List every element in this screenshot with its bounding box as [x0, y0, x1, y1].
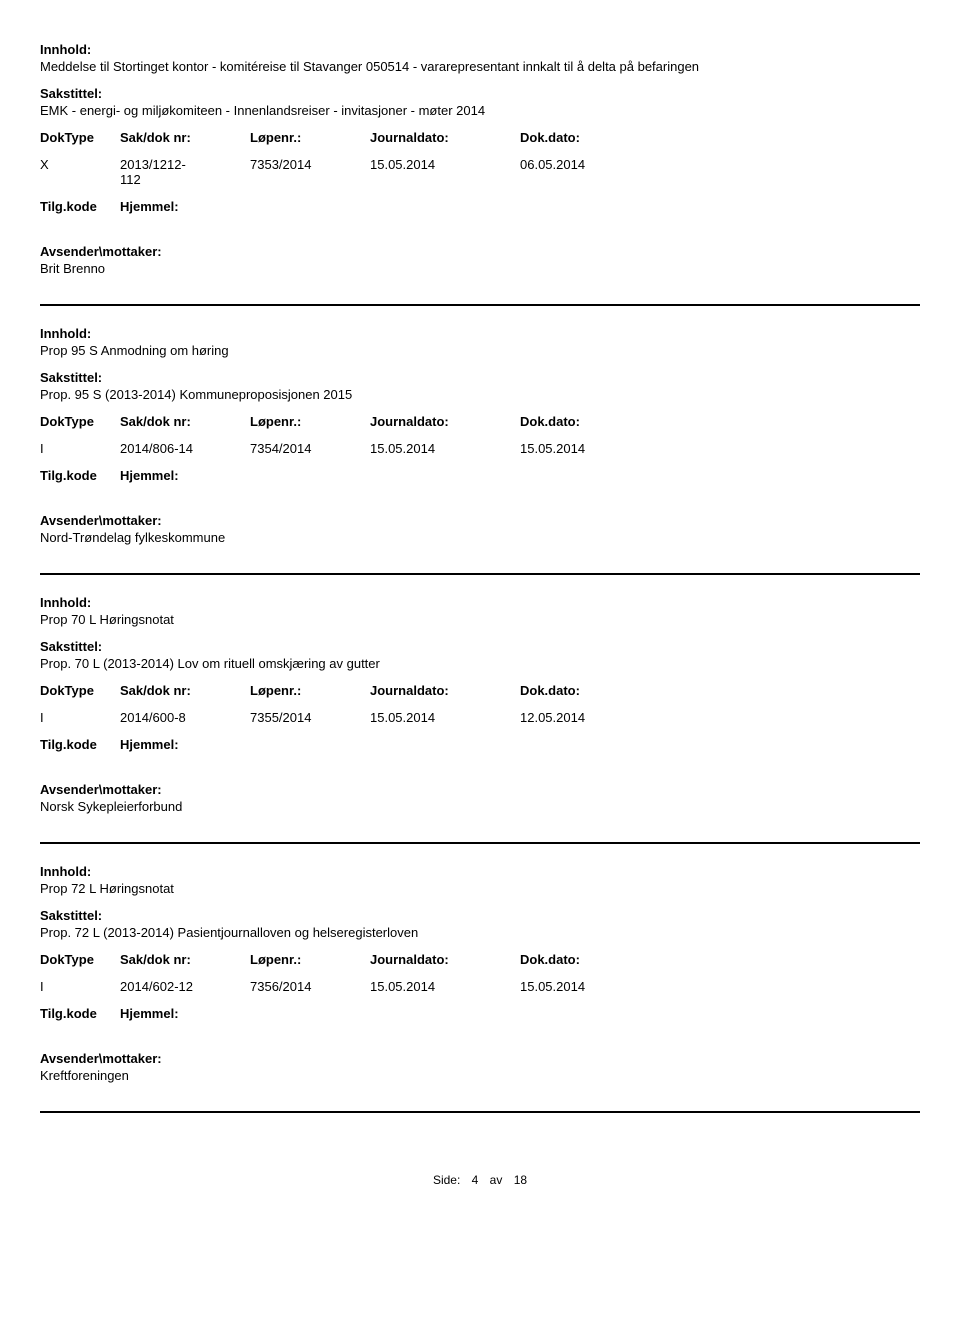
sakdok-value-1: 2014/806-14 [120, 441, 250, 456]
avsender-value: Nord-Trøndelag fylkeskommune [40, 530, 920, 545]
tilgkode-label: Tilg.kode [40, 468, 120, 483]
dokdato-header: Dok.dato: [520, 414, 670, 429]
tilg-row: Tilg.kode Hjemmel: [40, 199, 920, 214]
dokdato-header: Dok.dato: [520, 952, 670, 967]
sakstittel-value: EMK - energi- og miljøkomiteen - Innenla… [40, 103, 920, 118]
lopenr-value: 7354/2014 [250, 441, 370, 456]
innhold-label: Innhold: [40, 864, 920, 879]
sakdok-value-1: 2014/600-8 [120, 710, 250, 725]
sakstittel-value: Prop. 70 L (2013-2014) Lov om rituell om… [40, 656, 920, 671]
footer-av-label: av [490, 1173, 503, 1187]
tilg-row: Tilg.kode Hjemmel: [40, 468, 920, 483]
sakdok-header: Sak/dok nr: [120, 414, 250, 429]
innhold-label: Innhold: [40, 326, 920, 341]
hjemmel-label: Hjemmel: [120, 199, 179, 214]
innhold-value: Meddelse til Stortinget kontor - komitér… [40, 59, 920, 74]
journaldato-value: 15.05.2014 [370, 979, 520, 994]
value-row: I 2014/600-8 7355/2014 15.05.2014 12.05.… [40, 710, 920, 725]
header-row: DokType Sak/dok nr: Løpenr.: Journaldato… [40, 683, 920, 698]
lopenr-value: 7356/2014 [250, 979, 370, 994]
lopenr-header: Løpenr.: [250, 130, 370, 145]
avsender-label: Avsender\mottaker: [40, 513, 920, 528]
tilgkode-label: Tilg.kode [40, 737, 120, 752]
avsender-label: Avsender\mottaker: [40, 244, 920, 259]
doktype-value: X [40, 157, 120, 187]
journaldato-value: 15.05.2014 [370, 710, 520, 725]
avsender-value: Norsk Sykepleierforbund [40, 799, 920, 814]
sakstittel-label: Sakstittel: [40, 370, 920, 385]
tilgkode-label: Tilg.kode [40, 199, 120, 214]
page-footer: Side: 4 av 18 [40, 1173, 920, 1187]
hjemmel-label: Hjemmel: [120, 1006, 179, 1021]
sakdok-header: Sak/dok nr: [120, 683, 250, 698]
avsender-value: Brit Brenno [40, 261, 920, 276]
innhold-label: Innhold: [40, 42, 920, 57]
header-row: DokType Sak/dok nr: Løpenr.: Journaldato… [40, 414, 920, 429]
value-row: I 2014/806-14 7354/2014 15.05.2014 15.05… [40, 441, 920, 456]
sakstittel-value: Prop. 72 L (2013-2014) Pasientjournallov… [40, 925, 920, 940]
sakstittel-label: Sakstittel: [40, 908, 920, 923]
journaldato-header: Journaldato: [370, 952, 520, 967]
doktype-header: DokType [40, 683, 120, 698]
journaldato-header: Journaldato: [370, 414, 520, 429]
dokdato-value: 12.05.2014 [520, 710, 670, 725]
doktype-value: I [40, 710, 120, 725]
innhold-value: Prop 72 L Høringsnotat [40, 881, 920, 896]
sakstittel-label: Sakstittel: [40, 639, 920, 654]
value-row: X 2013/1212- 112 7353/2014 15.05.2014 06… [40, 157, 920, 187]
sakdok-value-1: 2013/1212- [120, 157, 250, 172]
tilg-row: Tilg.kode Hjemmel: [40, 737, 920, 752]
dokdato-value: 15.05.2014 [520, 441, 670, 456]
doktype-header: DokType [40, 414, 120, 429]
tilgkode-label: Tilg.kode [40, 1006, 120, 1021]
journaldato-value: 15.05.2014 [370, 157, 520, 187]
hjemmel-label: Hjemmel: [120, 468, 179, 483]
journal-record: Innhold: Prop 70 L Høringsnotat Sakstitt… [40, 595, 920, 844]
journal-record: Innhold: Prop 95 S Anmodning om høring S… [40, 326, 920, 575]
lopenr-header: Løpenr.: [250, 683, 370, 698]
innhold-value: Prop 70 L Høringsnotat [40, 612, 920, 627]
lopenr-value: 7355/2014 [250, 710, 370, 725]
dokdato-value: 06.05.2014 [520, 157, 670, 187]
footer-page: 4 [472, 1173, 479, 1187]
tilg-row: Tilg.kode Hjemmel: [40, 1006, 920, 1021]
journal-record: Innhold: Prop 72 L Høringsnotat Sakstitt… [40, 864, 920, 1113]
sakdok-value-2: 112 [120, 172, 250, 187]
sakstittel-label: Sakstittel: [40, 86, 920, 101]
hjemmel-label: Hjemmel: [120, 737, 179, 752]
dokdato-header: Dok.dato: [520, 130, 670, 145]
lopenr-header: Løpenr.: [250, 952, 370, 967]
journaldato-value: 15.05.2014 [370, 441, 520, 456]
header-row: DokType Sak/dok nr: Løpenr.: Journaldato… [40, 130, 920, 145]
doktype-header: DokType [40, 952, 120, 967]
footer-total: 18 [514, 1173, 527, 1187]
avsender-label: Avsender\mottaker: [40, 1051, 920, 1066]
lopenr-header: Løpenr.: [250, 414, 370, 429]
dokdato-header: Dok.dato: [520, 683, 670, 698]
sakdok-header: Sak/dok nr: [120, 130, 250, 145]
lopenr-value: 7353/2014 [250, 157, 370, 187]
dokdato-value: 15.05.2014 [520, 979, 670, 994]
avsender-label: Avsender\mottaker: [40, 782, 920, 797]
footer-side-label: Side: [433, 1173, 460, 1187]
sakdok-value-1: 2014/602-12 [120, 979, 250, 994]
innhold-value: Prop 95 S Anmodning om høring [40, 343, 920, 358]
doktype-value: I [40, 979, 120, 994]
journaldato-header: Journaldato: [370, 130, 520, 145]
doktype-value: I [40, 441, 120, 456]
doktype-header: DokType [40, 130, 120, 145]
header-row: DokType Sak/dok nr: Løpenr.: Journaldato… [40, 952, 920, 967]
innhold-label: Innhold: [40, 595, 920, 610]
sakstittel-value: Prop. 95 S (2013-2014) Kommuneproposisjo… [40, 387, 920, 402]
avsender-value: Kreftforeningen [40, 1068, 920, 1083]
journal-record: Innhold: Meddelse til Stortinget kontor … [40, 42, 920, 306]
journaldato-header: Journaldato: [370, 683, 520, 698]
value-row: I 2014/602-12 7356/2014 15.05.2014 15.05… [40, 979, 920, 994]
sakdok-header: Sak/dok nr: [120, 952, 250, 967]
